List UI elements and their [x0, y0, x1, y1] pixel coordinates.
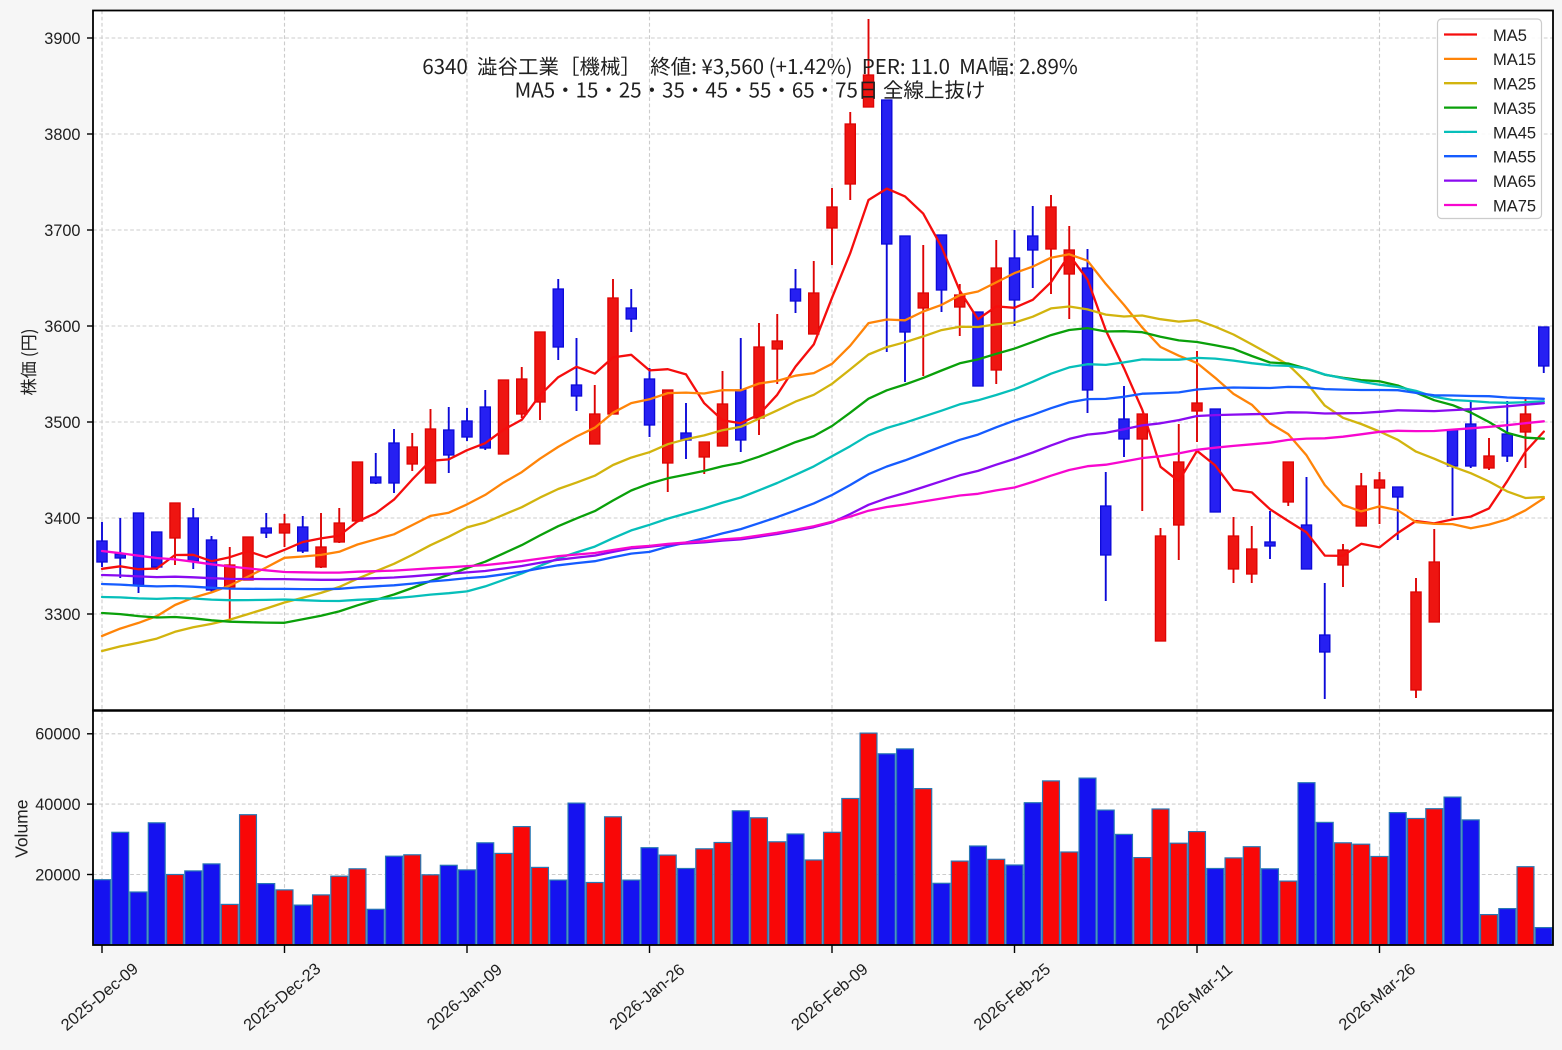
- svg-text:MA65: MA65: [1493, 173, 1536, 191]
- svg-text:MA35: MA35: [1493, 100, 1536, 118]
- svg-text:MA55: MA55: [1493, 149, 1536, 167]
- svg-text:3400: 3400: [44, 510, 80, 528]
- svg-text:3800: 3800: [44, 126, 80, 144]
- svg-text:3600: 3600: [44, 318, 80, 336]
- svg-text:3500: 3500: [44, 414, 80, 432]
- svg-text:MA5: MA5: [1493, 27, 1527, 45]
- svg-text:3900: 3900: [44, 30, 80, 48]
- svg-text:3300: 3300: [44, 606, 80, 624]
- svg-text:40000: 40000: [35, 796, 80, 814]
- svg-text:20000: 20000: [35, 866, 80, 884]
- svg-text:MA15: MA15: [1493, 51, 1536, 69]
- svg-text:3700: 3700: [44, 222, 80, 240]
- svg-text:MA25: MA25: [1493, 76, 1536, 94]
- svg-text:60000: 60000: [35, 726, 80, 744]
- svg-text:MA45: MA45: [1493, 124, 1536, 142]
- svg-text:MA75: MA75: [1493, 197, 1536, 215]
- svg-text:Volume: Volume: [12, 800, 32, 858]
